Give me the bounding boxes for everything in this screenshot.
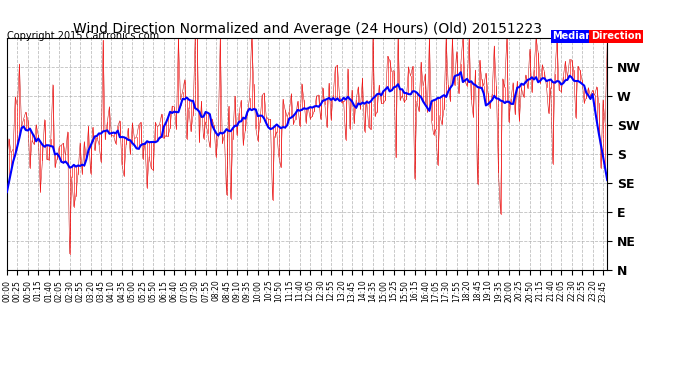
Text: Copyright 2015 Cartronics.com: Copyright 2015 Cartronics.com <box>7 32 159 41</box>
Text: Median: Median <box>552 32 592 41</box>
Title: Wind Direction Normalized and Average (24 Hours) (Old) 20151223: Wind Direction Normalized and Average (2… <box>72 22 542 36</box>
Text: Direction: Direction <box>591 32 641 41</box>
